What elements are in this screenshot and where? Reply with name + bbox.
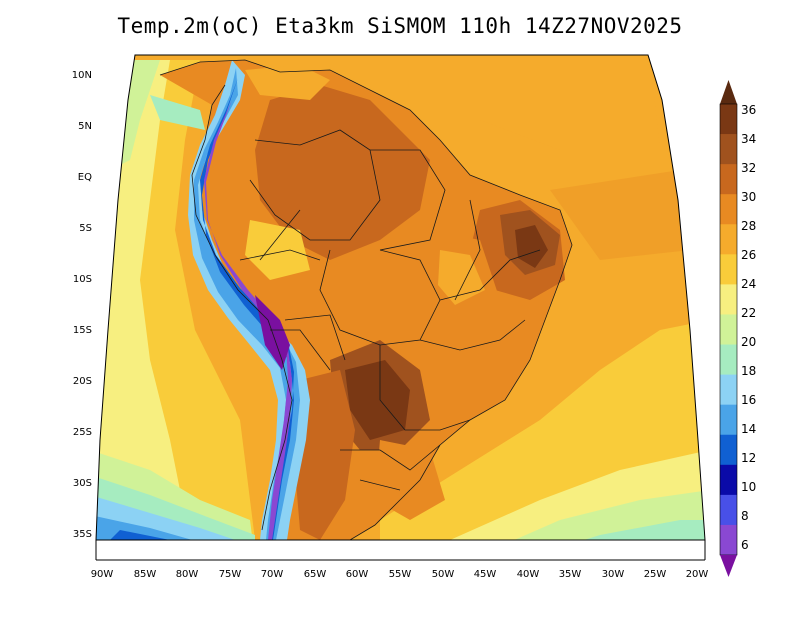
political-borders — [159, 59, 573, 540]
colorbar-segment — [720, 494, 737, 526]
lon-tick-label: 65W — [304, 569, 327, 580]
colorbar-segment — [720, 404, 737, 436]
lon-tick-label: 35W — [559, 569, 582, 580]
colorbar-label: 30 — [741, 190, 756, 204]
lat-tick-label: 5S — [79, 223, 92, 234]
colorbar-segment — [720, 374, 737, 406]
colorbar-segment — [720, 254, 737, 285]
colorbar-segment — [720, 314, 737, 346]
lat-tick-label: EQ — [78, 172, 92, 183]
colorbar-label: 14 — [741, 422, 756, 436]
lon-tick-label: 80W — [176, 569, 199, 580]
lon-tick-label: 55W — [389, 569, 412, 580]
temperature-field — [96, 55, 705, 540]
lon-tick-label: 75W — [219, 569, 242, 580]
lat-tick-label: 15S — [73, 325, 92, 336]
colorbar-label: 36 — [741, 103, 756, 117]
lon-tick-label: 70W — [261, 569, 284, 580]
lon-tick-label: 90W — [91, 569, 114, 580]
lat-tick-label: 35S — [73, 529, 92, 540]
colorbar-segment — [720, 284, 737, 315]
colorbar: 36 34 32 30 28 26 24 22 20 18 16 14 12 1… — [719, 80, 756, 577]
lat-tick-label: 10S — [73, 274, 92, 285]
colorbar-segment — [720, 104, 737, 135]
colorbar-segment — [720, 344, 737, 376]
colorbar-label: 12 — [741, 451, 756, 465]
colorbar-label: 26 — [741, 248, 756, 262]
colorbar-label: 18 — [741, 364, 756, 378]
colorbar-segment — [720, 224, 737, 255]
colorbar-segments — [719, 103, 738, 556]
colorbar-segment — [720, 464, 737, 496]
colorbar-top-arrow — [720, 80, 737, 104]
colorbar-label: 28 — [741, 219, 756, 233]
colorbar-segment — [720, 194, 737, 225]
lon-tick-label: 45W — [474, 569, 497, 580]
lon-tick-label: 30W — [602, 569, 625, 580]
lat-tick-label: 10N — [72, 70, 92, 81]
latitude-axis: 10N 5N EQ 5S 10S 15S 20S 25S 30S 35S — [72, 70, 92, 540]
colorbar-segment — [720, 134, 737, 165]
lon-tick-label: 60W — [346, 569, 369, 580]
colorbar-label: 32 — [741, 161, 756, 175]
colorbar-label: 24 — [741, 277, 756, 291]
colorbar-label: 10 — [741, 480, 756, 494]
colorbar-label: 8 — [741, 509, 749, 523]
colorbar-label: 34 — [741, 132, 756, 146]
colorbar-label: 6 — [741, 538, 749, 552]
lat-tick-label: 20S — [73, 376, 92, 387]
colorbar-segment — [720, 164, 737, 195]
colorbar-segment — [720, 434, 737, 466]
colorbar-label: 20 — [741, 335, 756, 349]
lon-tick-label: 50W — [432, 569, 455, 580]
lon-tick-label: 40W — [517, 569, 540, 580]
lon-tick-label: 25W — [644, 569, 667, 580]
lat-tick-label: 5N — [78, 121, 92, 132]
lat-tick-label: 30S — [73, 478, 92, 489]
colorbar-bottom-arrow — [720, 555, 737, 577]
colorbar-label: 16 — [741, 393, 756, 407]
lon-tick-label: 20W — [686, 569, 709, 580]
lat-tick-label: 25S — [73, 427, 92, 438]
longitude-axis: 90W 85W 80W 75W 70W 65W 60W 55W 50W 45W … — [91, 569, 709, 580]
lon-tick-label: 85W — [134, 569, 157, 580]
colorbar-label: 22 — [741, 306, 756, 320]
map-title: Temp.2m(oC) Eta3km SiSMOM 110h 14Z27NOV2… — [117, 14, 683, 38]
colorbar-segment — [720, 524, 737, 556]
